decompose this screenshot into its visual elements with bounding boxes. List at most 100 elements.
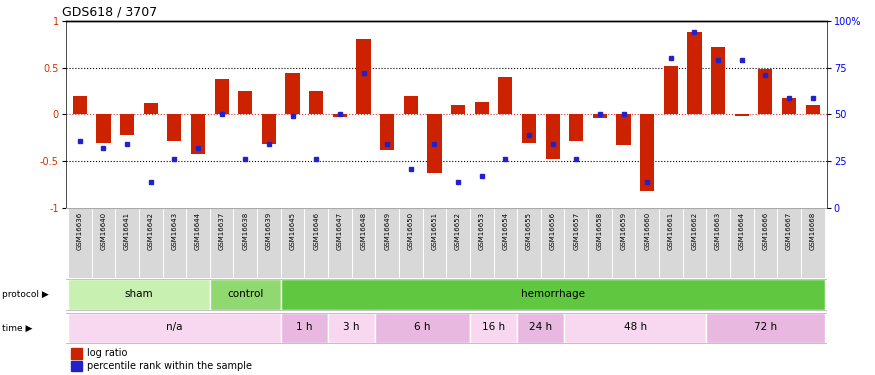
Text: 1 h: 1 h [296,322,312,333]
Bar [304,208,328,278]
Bar [664,66,678,114]
Bar [640,114,654,191]
Text: GSM16663: GSM16663 [715,211,721,250]
Bar [68,313,281,344]
Text: GSM16654: GSM16654 [502,211,508,250]
Bar [706,208,730,278]
Text: sham: sham [124,289,153,299]
Text: 3 h: 3 h [343,322,360,333]
Bar [352,208,375,278]
Text: GSM16655: GSM16655 [526,211,532,250]
Bar [328,313,375,344]
Text: GSM16652: GSM16652 [455,211,461,250]
Text: GSM16645: GSM16645 [290,211,296,250]
Bar [588,208,612,278]
Bar [375,313,470,344]
Bar [659,208,682,278]
Text: GSM16651: GSM16651 [431,211,438,250]
Bar [281,279,824,310]
Bar [612,208,635,278]
Bar [711,47,725,114]
Bar [234,208,257,278]
Text: GSM16659: GSM16659 [620,211,626,250]
Text: GSM16644: GSM16644 [195,211,201,250]
Text: GSM16660: GSM16660 [644,211,650,250]
Bar [517,208,541,278]
Bar [309,91,324,114]
Text: GSM16664: GSM16664 [738,211,745,250]
Text: GSM16661: GSM16661 [668,211,674,250]
Bar [593,114,607,118]
Bar [332,114,347,117]
Text: 72 h: 72 h [754,322,777,333]
Bar [564,313,706,344]
Bar [403,96,418,114]
Bar [214,79,228,114]
Bar [210,208,234,278]
Text: GSM16662: GSM16662 [691,211,697,250]
Bar [688,32,702,114]
Text: hemorrhage: hemorrhage [521,289,584,299]
Text: GSM16666: GSM16666 [762,211,768,250]
Text: GSM16639: GSM16639 [266,211,272,250]
Text: 48 h: 48 h [624,322,647,333]
Text: percentile rank within the sample: percentile rank within the sample [87,361,251,371]
Bar [167,114,181,141]
Bar [210,279,281,310]
Text: log ratio: log ratio [87,348,127,358]
Bar [753,208,777,278]
Bar [564,208,588,278]
Bar [72,348,82,358]
Text: GSM16649: GSM16649 [384,211,390,250]
Bar [470,313,517,344]
Bar [470,208,494,278]
Bar [68,208,92,278]
Text: GSM16642: GSM16642 [148,211,154,250]
Text: 16 h: 16 h [482,322,505,333]
Bar [120,114,134,135]
Bar [380,114,395,150]
Bar [238,91,252,114]
Bar [493,208,517,278]
Text: GSM16647: GSM16647 [337,211,343,250]
Bar [375,208,399,278]
Text: GSM16638: GSM16638 [242,211,248,250]
Bar [427,114,442,172]
Bar [191,114,205,154]
Bar [517,313,564,344]
Bar [522,114,536,142]
Text: GSM16636: GSM16636 [77,211,83,250]
Text: GSM16646: GSM16646 [313,211,319,250]
Text: GSM16641: GSM16641 [124,211,130,250]
Bar [144,103,158,114]
Text: GSM16657: GSM16657 [573,211,579,250]
Text: GSM16637: GSM16637 [219,211,225,250]
Bar [451,105,466,114]
Bar [682,208,706,278]
Text: GSM16640: GSM16640 [101,211,107,250]
Bar [186,208,210,278]
Bar [116,208,139,278]
Text: GSM16668: GSM16668 [809,211,816,250]
Bar [96,114,110,142]
Bar [777,208,801,278]
Bar [92,208,116,278]
Bar [68,279,210,310]
Bar [545,114,560,159]
Bar [617,114,631,146]
Text: GDS618 / 3707: GDS618 / 3707 [62,5,158,18]
Text: GSM16667: GSM16667 [786,211,792,250]
Bar [541,208,564,278]
Text: GSM16648: GSM16648 [360,211,367,250]
Bar [446,208,470,278]
Bar [759,69,773,114]
Bar [139,208,163,278]
Bar [281,313,328,344]
Text: time ▶: time ▶ [2,324,32,333]
Bar [73,96,87,114]
Bar [782,99,796,114]
Bar [262,114,276,144]
Bar [163,208,186,278]
Bar [474,102,489,114]
Bar [72,361,82,371]
